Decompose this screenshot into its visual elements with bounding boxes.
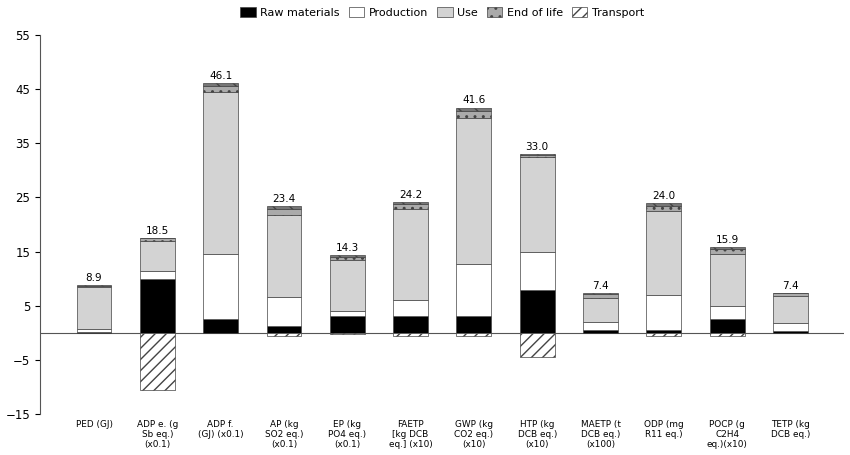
- Bar: [583, 322, 618, 330]
- Bar: [76, 332, 111, 333]
- Bar: [583, 298, 618, 322]
- Text: 7.4: 7.4: [782, 281, 799, 291]
- Bar: [394, 204, 428, 209]
- Text: 24.0: 24.0: [652, 191, 676, 201]
- Bar: [710, 254, 745, 306]
- Bar: [394, 315, 428, 333]
- Bar: [76, 285, 111, 286]
- Text: 23.4: 23.4: [272, 194, 296, 204]
- Bar: [710, 333, 745, 336]
- Bar: [203, 92, 238, 254]
- Bar: [267, 333, 302, 336]
- Text: 8.9: 8.9: [86, 273, 102, 283]
- Legend: Raw materials, Production, Use, End of life, Transport: Raw materials, Production, Use, End of l…: [236, 3, 649, 22]
- Bar: [773, 323, 807, 331]
- Bar: [456, 111, 491, 118]
- Bar: [267, 215, 302, 297]
- Bar: [203, 86, 238, 92]
- Bar: [647, 295, 681, 330]
- Bar: [330, 257, 365, 260]
- Bar: [330, 260, 365, 311]
- Bar: [520, 157, 554, 252]
- Bar: [583, 293, 618, 294]
- Bar: [583, 294, 618, 298]
- Bar: [520, 154, 554, 155]
- Bar: [140, 271, 175, 279]
- Bar: [203, 83, 238, 86]
- Bar: [456, 333, 491, 336]
- Bar: [76, 329, 111, 332]
- Bar: [773, 331, 807, 333]
- Bar: [456, 315, 491, 333]
- Bar: [140, 241, 175, 271]
- Bar: [394, 300, 428, 315]
- Bar: [647, 211, 681, 295]
- Text: 7.4: 7.4: [592, 281, 609, 291]
- Bar: [267, 209, 302, 215]
- Bar: [76, 286, 111, 288]
- Bar: [520, 155, 554, 157]
- Bar: [140, 333, 175, 390]
- Bar: [203, 254, 238, 319]
- Bar: [647, 206, 681, 211]
- Bar: [583, 330, 618, 333]
- Bar: [394, 209, 428, 300]
- Text: 46.1: 46.1: [209, 71, 232, 81]
- Bar: [456, 264, 491, 315]
- Bar: [267, 297, 302, 326]
- Bar: [394, 333, 428, 336]
- Bar: [773, 296, 807, 323]
- Bar: [456, 107, 491, 111]
- Bar: [647, 330, 681, 333]
- Bar: [710, 249, 745, 254]
- Bar: [267, 326, 302, 333]
- Bar: [330, 315, 365, 333]
- Bar: [520, 252, 554, 289]
- Bar: [140, 279, 175, 333]
- Bar: [710, 319, 745, 333]
- Text: 14.3: 14.3: [336, 243, 359, 253]
- Text: 18.5: 18.5: [145, 226, 169, 236]
- Bar: [520, 289, 554, 333]
- Bar: [330, 333, 365, 334]
- Bar: [647, 333, 681, 336]
- Bar: [520, 333, 554, 357]
- Bar: [203, 319, 238, 333]
- Bar: [710, 306, 745, 319]
- Bar: [394, 202, 428, 204]
- Bar: [330, 255, 365, 257]
- Bar: [773, 293, 807, 296]
- Bar: [267, 206, 302, 209]
- Text: 15.9: 15.9: [716, 235, 739, 245]
- Bar: [140, 238, 175, 241]
- Bar: [647, 203, 681, 206]
- Text: 41.6: 41.6: [462, 96, 485, 106]
- Bar: [710, 247, 745, 249]
- Text: 33.0: 33.0: [525, 142, 549, 152]
- Bar: [330, 311, 365, 315]
- Bar: [456, 118, 491, 264]
- Bar: [76, 288, 111, 329]
- Text: 24.2: 24.2: [399, 190, 422, 200]
